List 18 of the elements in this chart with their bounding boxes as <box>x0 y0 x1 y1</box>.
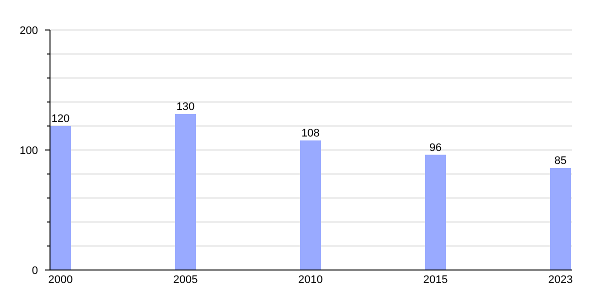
data-label: 85 <box>554 155 567 167</box>
bar <box>175 114 196 270</box>
y-tick-label: 100 <box>20 145 38 157</box>
bar <box>300 140 321 270</box>
bar <box>50 126 71 270</box>
bar <box>550 168 571 270</box>
data-label: 108 <box>301 127 320 140</box>
data-label: 130 <box>176 101 195 113</box>
x-tick-label: 2000 <box>48 274 73 286</box>
x-tick-label: 2005 <box>173 274 198 286</box>
y-tick-label: 0 <box>32 265 38 277</box>
y-tick-label: 200 <box>20 25 38 37</box>
data-label: 120 <box>51 113 70 125</box>
x-tick-label: 2023 <box>548 274 573 286</box>
x-tick-label: 2010 <box>298 274 323 286</box>
data-label: 96 <box>429 142 442 154</box>
bar <box>425 154 446 270</box>
x-tick-label: 2015 <box>423 274 448 286</box>
